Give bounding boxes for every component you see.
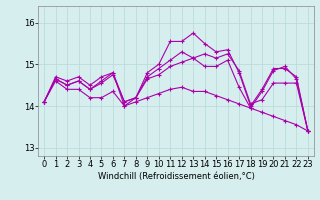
X-axis label: Windchill (Refroidissement éolien,°C): Windchill (Refroidissement éolien,°C) [98,172,254,181]
